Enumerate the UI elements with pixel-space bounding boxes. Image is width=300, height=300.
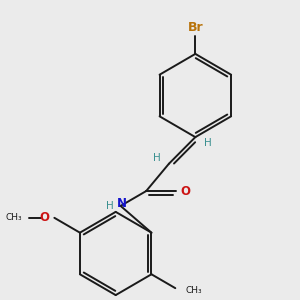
- Text: O: O: [181, 184, 190, 198]
- Text: H: H: [153, 153, 161, 163]
- Text: Br: Br: [188, 21, 203, 34]
- Text: O: O: [40, 211, 50, 224]
- Text: H: H: [106, 201, 114, 211]
- Text: CH₃: CH₃: [185, 286, 202, 295]
- Text: CH₃: CH₃: [5, 213, 22, 222]
- Text: N: N: [117, 197, 127, 210]
- Text: H: H: [204, 138, 212, 148]
